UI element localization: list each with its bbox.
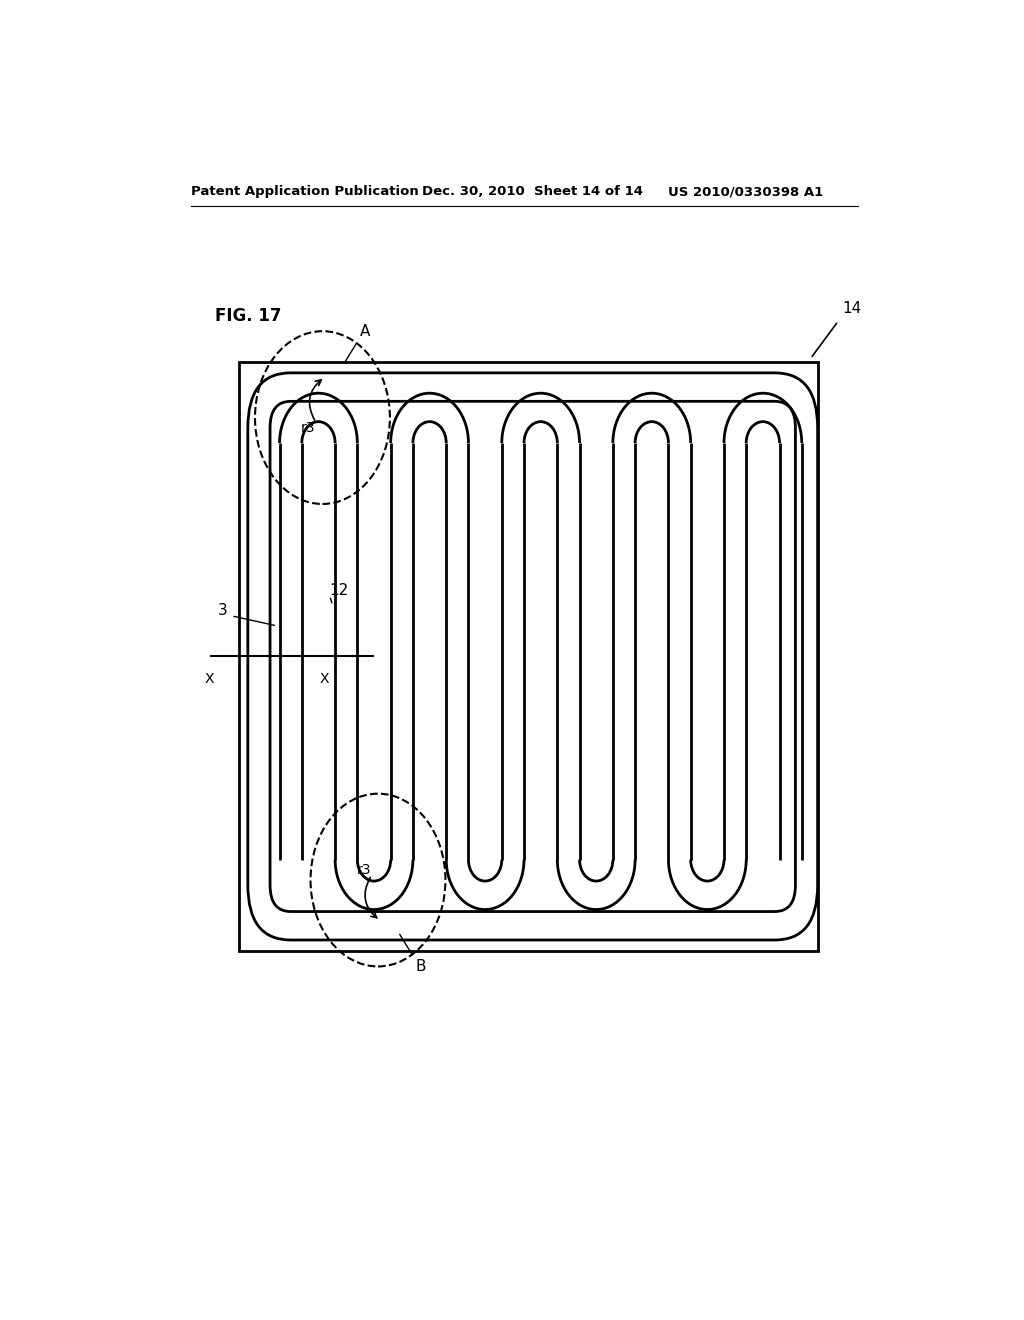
Text: FIG. 17: FIG. 17 [215, 308, 282, 325]
Text: X: X [204, 672, 214, 686]
Text: X: X [319, 672, 329, 686]
FancyBboxPatch shape [270, 403, 795, 911]
Text: r3: r3 [356, 863, 371, 876]
Text: B: B [415, 958, 426, 974]
Text: US 2010/0330398 A1: US 2010/0330398 A1 [668, 185, 823, 198]
Text: Patent Application Publication: Patent Application Publication [191, 185, 419, 198]
Text: 12: 12 [330, 583, 349, 598]
Text: r3: r3 [301, 421, 315, 434]
Text: Dec. 30, 2010  Sheet 14 of 14: Dec. 30, 2010 Sheet 14 of 14 [422, 185, 643, 198]
Text: 14: 14 [843, 301, 861, 315]
Bar [240, 362, 818, 952]
Text: 3: 3 [217, 603, 227, 618]
Text: A: A [359, 323, 370, 339]
